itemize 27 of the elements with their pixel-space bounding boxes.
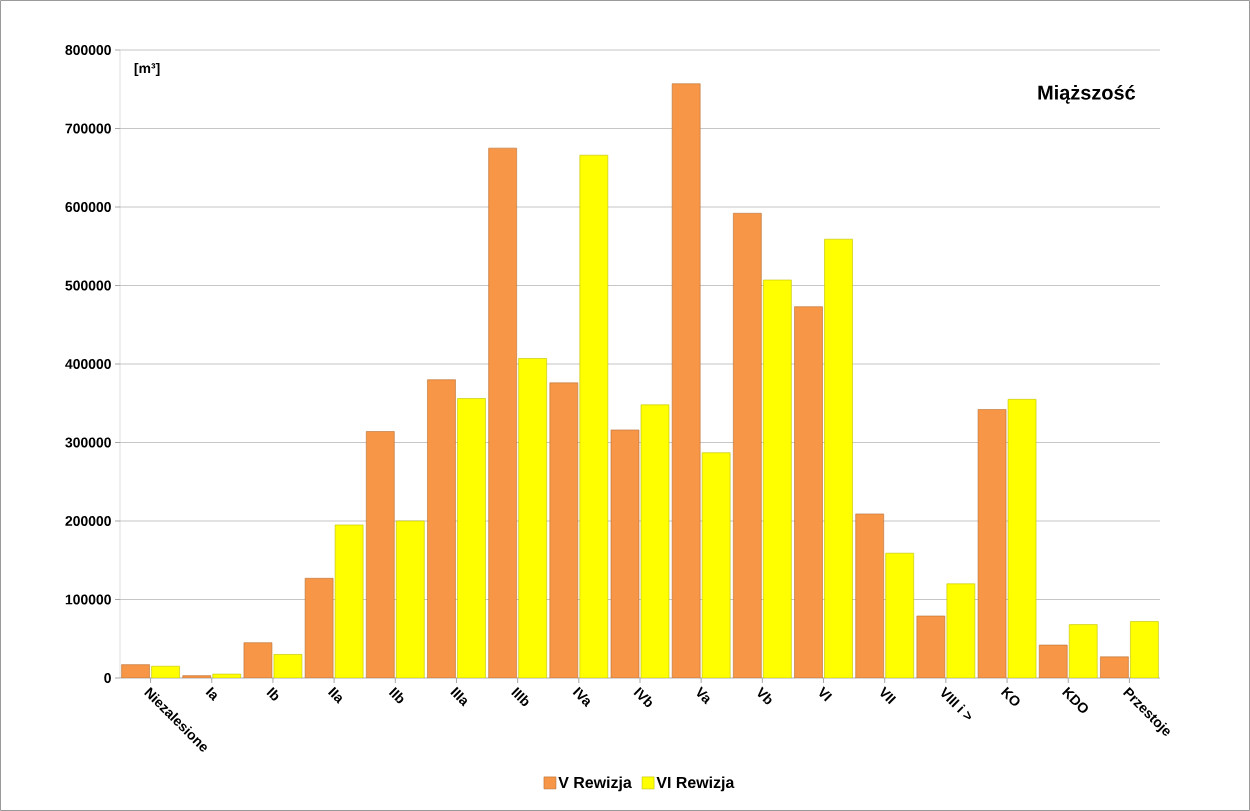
y-axis-title: [m³] xyxy=(134,62,160,76)
y-tick-label: 300000 xyxy=(65,437,111,448)
x-tick-label: Ia xyxy=(205,686,217,702)
x-tick-label: IIIa xyxy=(450,686,467,707)
y-tick-label: 100000 xyxy=(65,594,111,605)
legend-label: V Rewizja xyxy=(558,776,632,792)
y-tick-label: 800000 xyxy=(65,45,111,55)
x-tick-label: Va xyxy=(696,686,710,705)
x-tick-label: VIII i > xyxy=(941,686,972,720)
y-tick-label: 200000 xyxy=(65,516,111,526)
legend-label: VI Rewizja xyxy=(656,776,735,792)
y-tick-label: 0 xyxy=(104,673,111,683)
x-tick-label: VI xyxy=(819,686,833,702)
y-tick-label: 700000 xyxy=(65,123,111,134)
x-tick-label: VII xyxy=(880,686,897,705)
x-tick-label: IIa xyxy=(327,686,342,704)
x-tick-label: Vb xyxy=(757,686,772,705)
x-tick-label: IIb xyxy=(388,687,404,704)
y-tick-label: 400000 xyxy=(65,359,111,369)
text: Miąższość xyxy=(1038,84,1136,104)
x-tick-label: IIIb xyxy=(511,687,529,706)
y-tick-label: 600000 xyxy=(65,202,111,212)
y-tick-label: 500000 xyxy=(65,280,111,291)
x-tick-label: IVa xyxy=(572,686,590,708)
x-tick-label: IVb xyxy=(633,687,652,708)
x-tick-label: KO xyxy=(1000,686,1020,706)
x-tick-label: Ib xyxy=(266,687,279,701)
